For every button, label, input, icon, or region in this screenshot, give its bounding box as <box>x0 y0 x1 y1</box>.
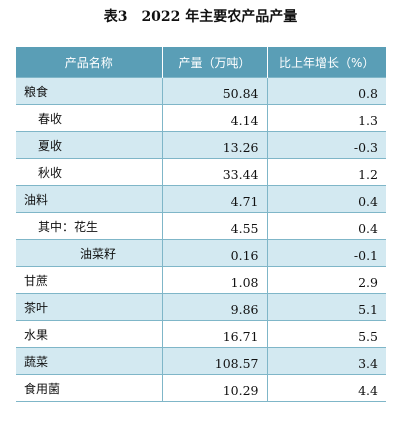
value-cell: 10.29 <box>161 374 267 402</box>
table-row: 油料 4.71 0.4 <box>16 185 386 213</box>
value-cell: 4.14 <box>161 104 267 132</box>
table-body: 产品名称 产量（万吨） 比上年增长（%） 粮食 50.84 0.8 春收 4.14 1.3 夏收 1… <box>16 47 386 402</box>
product-name: 秋收 <box>16 158 162 186</box>
value-cell: 4.4 <box>266 374 386 402</box>
value-cell: 1.08 <box>161 266 267 294</box>
product-name: 其中：花生 <box>16 212 162 240</box>
product-name: 油菜籽 <box>16 239 162 267</box>
table: 产品名称 产量（万吨） 比上年增长（%） 粮食 50.84 0.8 春收 4.14 1.3 夏收 1… <box>16 47 386 402</box>
value-cell: 4.55 <box>161 212 267 240</box>
table-row: 粮食 50.84 0.8 <box>16 77 386 105</box>
value-cell: 0.4 <box>266 185 386 213</box>
value-cell: 0.4 <box>266 212 386 240</box>
value-cell: 16.71 <box>161 320 267 348</box>
table-row: 水果 16.71 5.5 <box>16 320 386 348</box>
value-cell: 0.8 <box>266 77 386 105</box>
product-name: 春收 <box>16 104 162 132</box>
product-name: 茶叶 <box>16 293 162 321</box>
value-cell: 4.71 <box>161 185 267 213</box>
product-name: 水果 <box>16 320 162 348</box>
value-cell: 0.16 <box>161 239 267 267</box>
table-title: 表3 2022 年主要农产品产量 <box>103 9 298 25</box>
table-row: 甘蔗 1.08 2.9 <box>16 266 386 294</box>
value-cell: 1.2 <box>266 158 386 186</box>
value-cell: 1.3 <box>266 104 386 132</box>
product-name: 蔬菜 <box>16 347 162 375</box>
table-row: 油菜籽 0.16 -0.1 <box>16 239 386 267</box>
value-cell: 9.86 <box>161 293 267 321</box>
table-row: 其中：花生 4.55 0.4 <box>16 212 386 240</box>
table-row: 蔬菜 108.57 3.4 <box>16 347 386 375</box>
product-name: 甘蔗 <box>16 266 162 294</box>
value-cell: 13.26 <box>161 131 267 159</box>
column-header: 产量（万吨） <box>161 47 267 78</box>
table-row: 春收 4.14 1.3 <box>16 104 386 132</box>
value-cell: 5.1 <box>266 293 386 321</box>
table-row: 夏收 13.26 -0.3 <box>16 131 386 159</box>
value-cell: 2.9 <box>266 266 386 294</box>
column-header: 产品名称 <box>16 47 162 78</box>
value-cell: 3.4 <box>266 347 386 375</box>
value-cell: 108.57 <box>161 347 267 375</box>
value-cell: -0.3 <box>266 131 386 159</box>
table-row: 秋收 33.44 1.2 <box>16 158 386 186</box>
value-cell: -0.1 <box>266 239 386 267</box>
product-name: 食用菌 <box>16 374 162 402</box>
value-cell: 5.5 <box>266 320 386 348</box>
value-cell: 33.44 <box>161 158 267 186</box>
header-row: 产品名称 产量（万吨） 比上年增长（%） <box>16 47 386 78</box>
product-name: 油料 <box>16 185 162 213</box>
column-header: 比上年增长（%） <box>266 47 386 78</box>
table-row: 食用菌 10.29 4.4 <box>16 374 386 402</box>
product-name: 夏收 <box>16 131 162 159</box>
value-cell: 50.84 <box>161 77 267 105</box>
table-row: 茶叶 9.86 5.1 <box>16 293 386 321</box>
product-name: 粮食 <box>16 77 162 105</box>
